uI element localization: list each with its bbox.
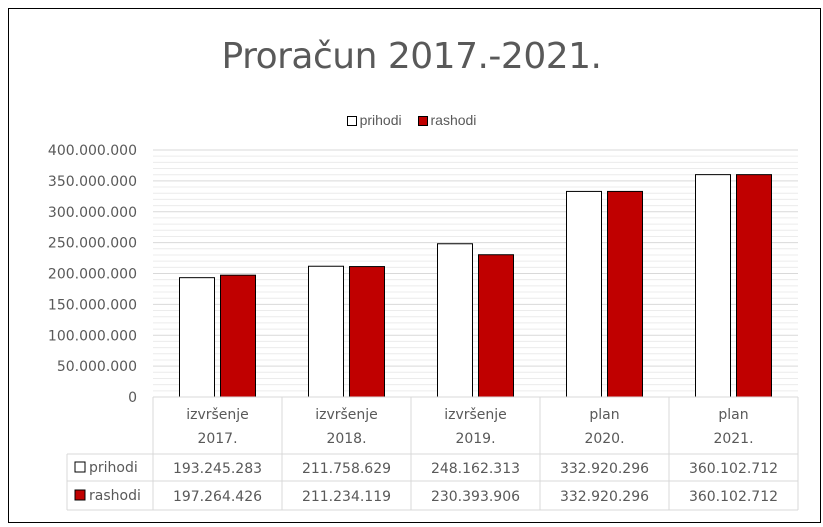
table-row-label-prihodi: prihodi [89, 460, 138, 476]
table-cell-rashodi: 332.920.296 [560, 489, 649, 505]
y-tick-label: 0 [128, 390, 137, 406]
table-cell-prihodi: 211.758.629 [302, 461, 391, 477]
category-label: 2021. [713, 431, 753, 447]
bar-rashodi [349, 266, 385, 398]
y-tick-label: 350.000.000 [48, 174, 137, 190]
table-cell-prihodi: 193.245.283 [173, 461, 262, 477]
y-tick-label: 200.000.000 [48, 267, 137, 283]
legend-swatch-prihodi [346, 116, 357, 126]
y-tick-label: 250.000.000 [48, 236, 137, 252]
table-cell-rashodi: 230.393.906 [431, 489, 520, 505]
table-cell-prihodi: 332.920.296 [560, 461, 649, 477]
legend-label-rashodi: rashodi [430, 112, 477, 128]
table-swatch-rashodi [74, 489, 86, 501]
bar-rashodi [478, 254, 514, 398]
chart-legend: prihodi rashodi [0, 112, 823, 128]
table-cell-rashodi: 360.102.712 [689, 489, 778, 505]
bar-prihodi [695, 174, 731, 398]
category-label: 2019. [455, 431, 495, 447]
legend-label-prihodi: prihodi [359, 112, 402, 128]
bar-prihodi [308, 265, 344, 398]
table-cell-prihodi: 248.162.313 [431, 461, 520, 477]
y-tick-label: 50.000.000 [57, 359, 137, 375]
y-tick-label: 150.000.000 [48, 297, 137, 313]
chart-title: Proračun 2017.-2021. [221, 36, 602, 77]
category-label: 2017. [197, 431, 237, 447]
category-label: plan [718, 407, 748, 423]
y-tick-label: 400.000.000 [48, 143, 137, 159]
y-tick-label: 300.000.000 [48, 205, 137, 221]
bar-rashodi [607, 190, 643, 398]
category-label: 2020. [584, 431, 624, 447]
table-cell-rashodi: 197.264.426 [173, 489, 262, 505]
bar-prihodi [179, 277, 215, 398]
table-cell-prihodi: 360.102.712 [689, 461, 778, 477]
category-label: plan [589, 407, 619, 423]
category-label: izvršenje [315, 407, 378, 423]
chart-frame [8, 8, 821, 523]
legend-swatch-rashodi [417, 116, 428, 126]
bar-prihodi [566, 190, 602, 398]
bar-rashodi [736, 174, 772, 398]
bar-rashodi [220, 274, 256, 398]
legend-item-rashodi: rashodi [417, 112, 477, 128]
legend-item-prihodi: prihodi [346, 112, 402, 128]
y-tick-label: 100.000.000 [48, 328, 137, 344]
bar-prihodi [437, 243, 473, 398]
category-label: 2018. [326, 431, 366, 447]
table-cell-rashodi: 211.234.119 [302, 489, 391, 505]
table-swatch-prihodi [74, 461, 86, 473]
category-label: izvršenje [186, 407, 249, 423]
table-row-label-rashodi: rashodi [89, 488, 141, 504]
category-label: izvršenje [444, 407, 507, 423]
